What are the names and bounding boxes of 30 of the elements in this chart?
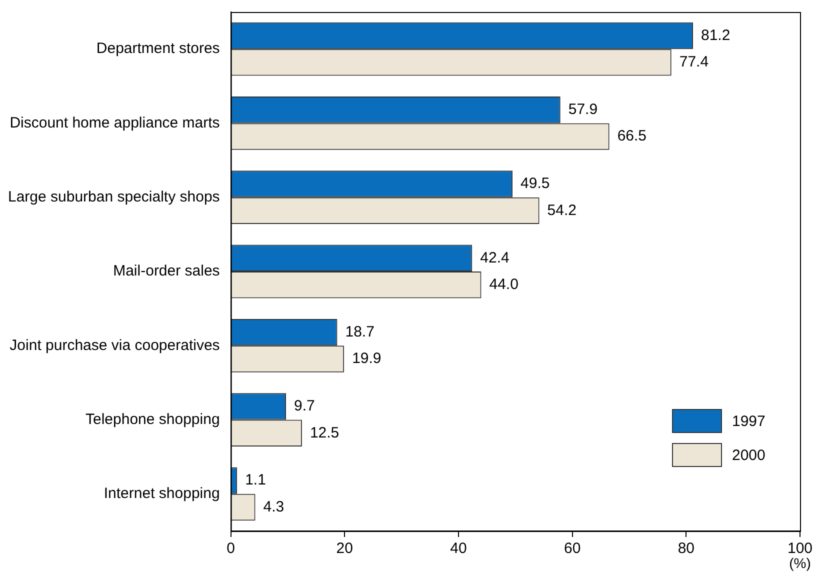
x-tick-label: 80 <box>678 540 695 558</box>
x-tick-label: 0 <box>226 540 235 558</box>
text: 49.5 <box>520 175 550 192</box>
y-tick-label: Telephone shopping <box>86 410 220 428</box>
y-tick-label: Department stores <box>96 40 220 58</box>
text: 4.3 <box>263 498 284 516</box>
y-tick-label: Internet shopping <box>104 485 220 502</box>
x-axis-title: (%) <box>789 554 811 571</box>
text: 77.4 <box>679 54 709 71</box>
x-tick-label: 100 <box>787 540 813 558</box>
y-tick-label: Mail-order sales <box>113 262 220 280</box>
x-tick-label: 20 <box>336 540 353 558</box>
y-tick-label: Large suburban specialty shops <box>8 188 220 206</box>
text: 42.4 <box>480 249 510 266</box>
text: 66.5 <box>617 128 647 145</box>
text: 19.9 <box>352 350 382 368</box>
text: 12.5 <box>310 424 340 442</box>
text: 9.7 <box>294 398 315 415</box>
x-tick-label: 40 <box>450 540 467 558</box>
legend-label: 2000 <box>732 446 766 464</box>
y-tick-label: Discount home appliance marts <box>10 114 220 132</box>
text: 81.2 <box>700 26 730 44</box>
text: 18.7 <box>345 323 374 340</box>
y-tick-label: Joint purchase via cooperatives <box>10 336 220 354</box>
text: 1.1 <box>245 472 266 489</box>
text: 57.9 <box>568 101 598 118</box>
text: 44.0 <box>489 276 518 293</box>
x-tick-label: 60 <box>564 540 581 558</box>
legend-label: 1997 <box>732 412 766 430</box>
text: 54.2 <box>547 202 577 219</box>
